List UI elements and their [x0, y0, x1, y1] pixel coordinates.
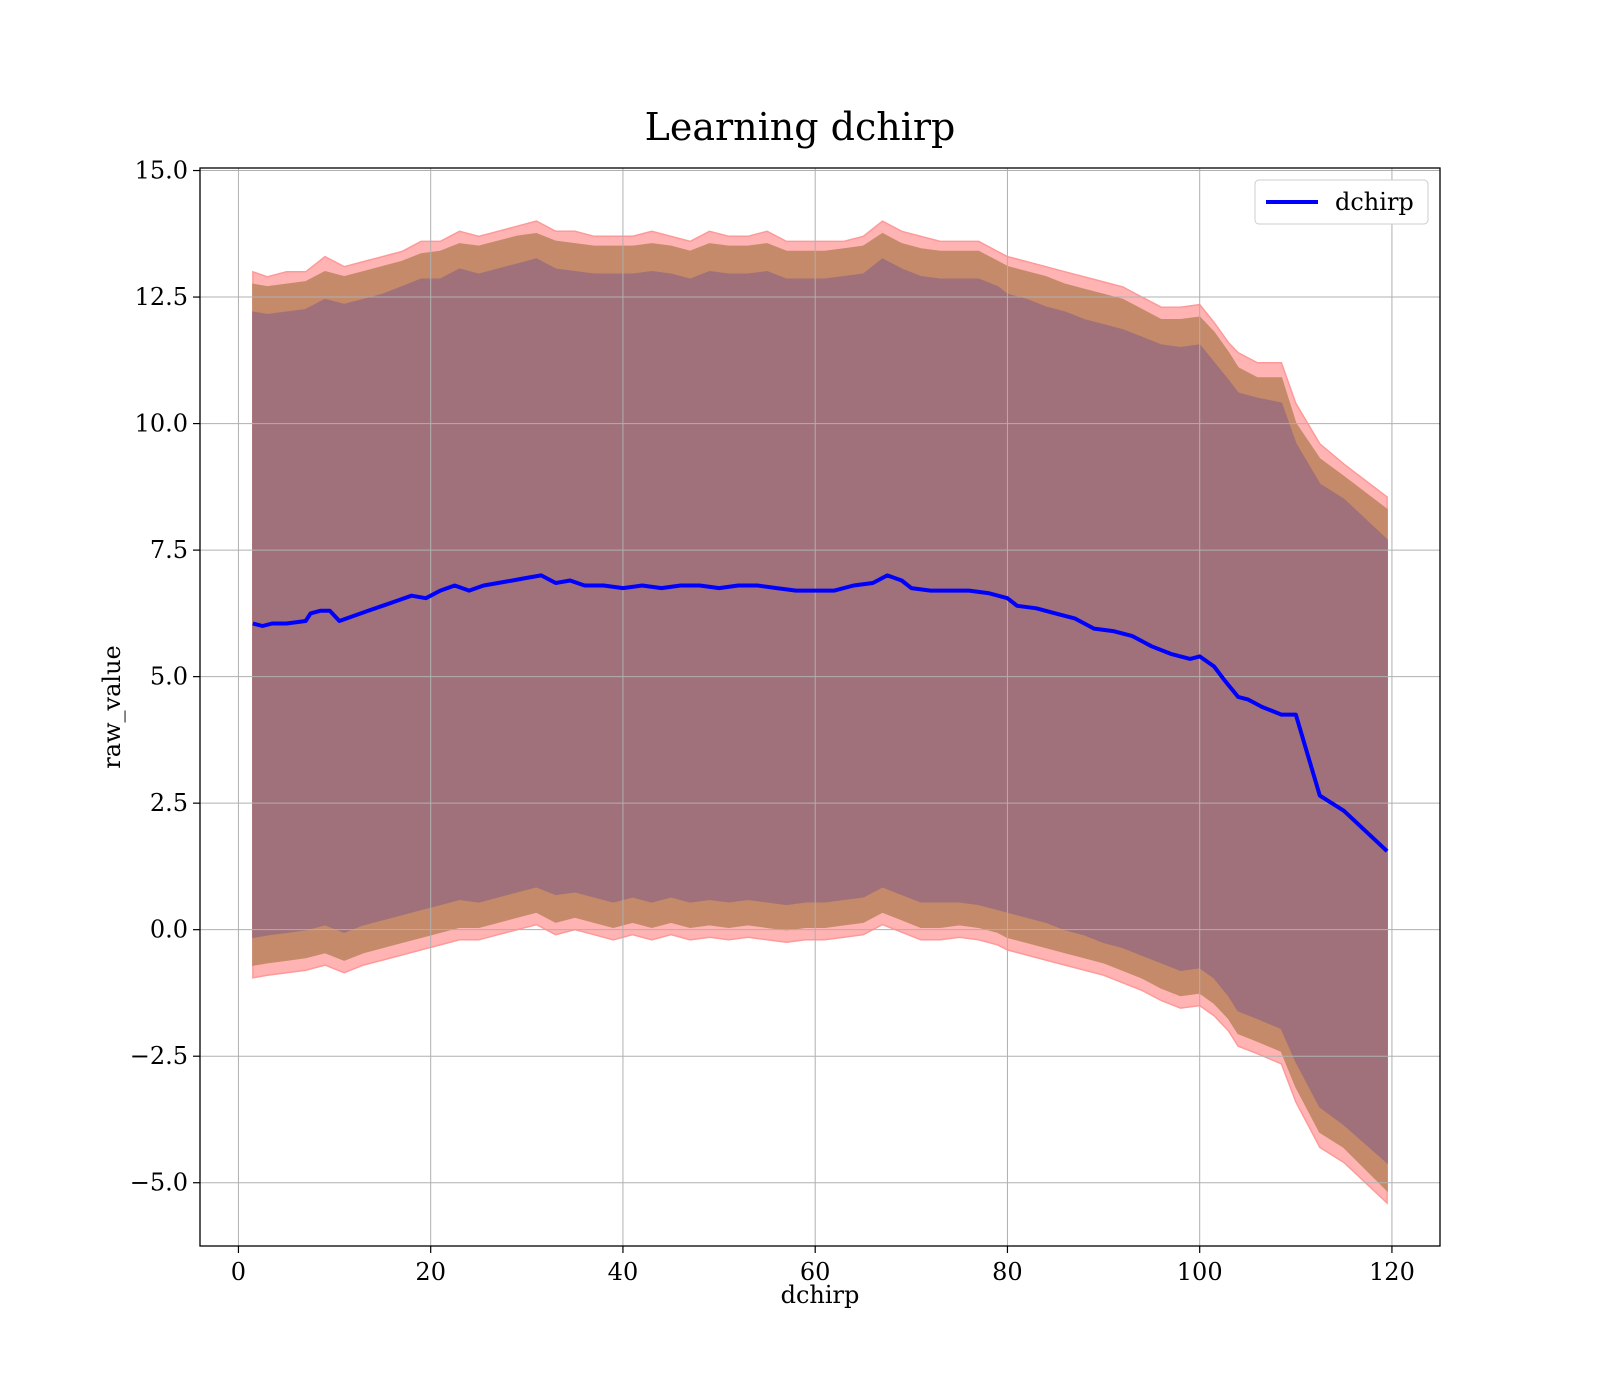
x-tick-label: 100	[1177, 1258, 1223, 1286]
x-tick-label: 40	[608, 1258, 639, 1286]
x-tick-label: 120	[1369, 1258, 1415, 1286]
y-axis-label: raw_value	[98, 645, 126, 769]
y-axis-ticks: −5.0 −2.5 0.0 2.5 5.0 7.5 10.0 12.5 15.0	[130, 157, 200, 1197]
series-lines	[252, 573, 1389, 853]
x-tick-label: 0	[231, 1258, 246, 1286]
y-tick-label: 10.0	[135, 410, 188, 438]
grid-lines	[200, 168, 1440, 1246]
y-tick-label: 5.0	[150, 663, 188, 691]
legend: dchirp	[1254, 179, 1429, 225]
y-tick-label: 2.5	[150, 789, 188, 817]
x-tick-label: 80	[992, 1258, 1023, 1286]
x-axis-ticks: 0 20 40 60 80 100 120	[231, 1246, 1415, 1286]
y-tick-label: 12.5	[135, 283, 188, 311]
confidence-bands	[252, 220, 1388, 1205]
y-tick-label: 7.5	[150, 536, 188, 564]
plot-frame	[199, 167, 1441, 1247]
legend-box	[1254, 179, 1429, 225]
x-tick-label: 20	[415, 1258, 446, 1286]
y-tick-label: 0.0	[150, 916, 188, 944]
x-tick-label: 60	[800, 1258, 831, 1286]
plot-area	[199, 167, 1441, 1247]
band-inner-band	[252, 258, 1388, 1165]
y-tick-label: 15.0	[135, 157, 188, 185]
series-line-dchirp	[252, 573, 1389, 853]
x-axis-label: dchirp	[781, 1281, 860, 1309]
y-tick-label: −2.5	[130, 1042, 188, 1070]
chart-title: Learning dchirp	[645, 105, 956, 149]
legend-label-dchirp: dchirp	[1335, 188, 1414, 216]
y-tick-label: −5.0	[130, 1169, 188, 1197]
